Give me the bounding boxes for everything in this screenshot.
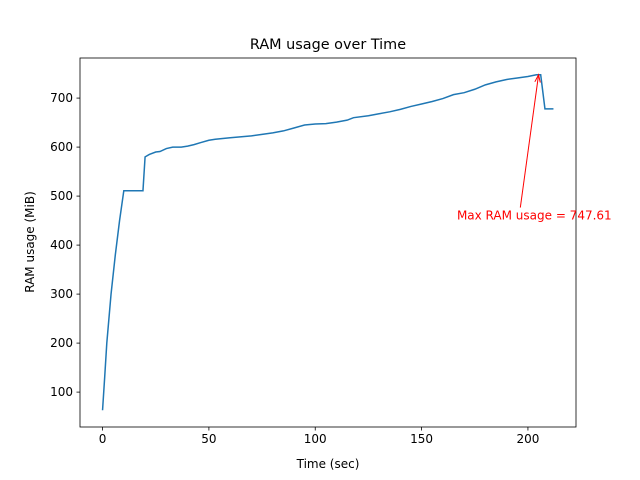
y-tick-label: 500 [50,189,73,203]
y-tick-label: 200 [50,336,73,350]
y-axis-label: RAM usage (MiB) [23,191,37,293]
data-line [101,74,554,411]
x-tick-label: 0 [99,432,107,446]
x-tick-label: 50 [201,432,216,446]
x-tick-label: 150 [410,432,433,446]
annotation-text: Max RAM usage = 747.61 [457,209,612,223]
x-axis-label: Time (sec) [296,457,360,471]
x-tick-label: 100 [304,432,327,446]
y-tick-label: 600 [50,140,73,154]
annotation-arrowhead [534,73,541,83]
y-tick-label: 100 [50,385,73,399]
annotation-arrow [519,74,540,208]
x-tick-label: 200 [516,432,539,446]
y-tick-label: 300 [50,287,73,301]
y-tick-label: 400 [50,238,73,252]
plot-frame [79,57,577,428]
chart-title: RAM usage over Time [250,37,406,53]
y-tick-label: 700 [50,91,73,105]
